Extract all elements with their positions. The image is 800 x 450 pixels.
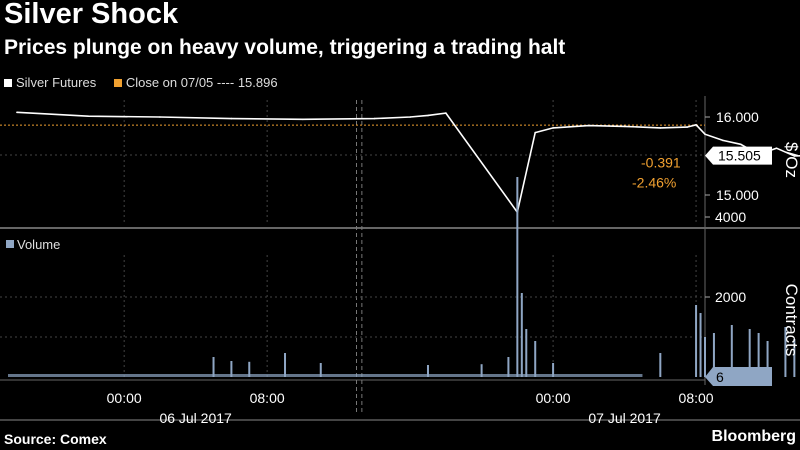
volume-bar [525, 329, 528, 377]
volume-bar [757, 333, 760, 377]
price-tick-label: 16.000 [716, 109, 759, 125]
volume-bar [516, 177, 519, 377]
price-point [16, 111, 18, 114]
volume-bar [659, 353, 662, 377]
price-legend: Silver Futures Close on 07/05 ---- 15.89… [4, 74, 278, 90]
volume-bar [784, 327, 787, 377]
volume-baseline-band [8, 374, 643, 377]
volume-bar [319, 363, 322, 377]
volume-bar [507, 357, 510, 377]
price-point [659, 127, 662, 129]
volume-bar [793, 339, 796, 377]
price-point [704, 133, 706, 135]
price-axis-label: $/Oz [782, 142, 800, 178]
price-point [775, 147, 778, 149]
price-point [445, 112, 447, 114]
date-label: 07 Jul 2017 [588, 410, 661, 426]
volume-bar [520, 293, 523, 377]
volume-tick-label: 4000 [715, 209, 746, 225]
price-point [87, 115, 90, 118]
price-point [739, 143, 742, 146]
volume-bar [480, 364, 483, 377]
price-point [534, 131, 537, 134]
price-tick-label: 15.000 [716, 187, 759, 203]
volume-axis-label: Contracts [782, 284, 800, 357]
silver-futures-line [16, 111, 800, 215]
price-point [722, 139, 724, 142]
last-price-label: 15.505 [718, 148, 761, 164]
price-point [623, 125, 626, 128]
volume-bar [426, 365, 429, 377]
close-line-swatch [113, 78, 122, 87]
volume-bar [212, 357, 215, 377]
volume-bar [284, 353, 287, 377]
volume-bar [534, 341, 537, 377]
price-point [409, 116, 411, 118]
price-change-pct-label: -2.46% [632, 175, 676, 191]
x-tick-label: 08:00 [679, 390, 714, 406]
price-point [427, 114, 429, 117]
silver-futures-swatch [4, 78, 12, 87]
price-change-label: -0.391 [641, 155, 681, 171]
price-point [302, 118, 304, 121]
last-volume-label: 6 [716, 369, 724, 385]
volume-bar [230, 361, 233, 377]
chart-title: Silver Shock [4, 0, 179, 30]
volume-tick-label: 2000 [715, 289, 746, 305]
price-point [159, 116, 161, 118]
volume-bar [712, 333, 715, 377]
price-point [793, 155, 796, 157]
volume-legend-swatch [6, 240, 14, 248]
volume-bar [552, 363, 555, 377]
price-point [686, 126, 688, 128]
legend-close: Close on 07/05 ---- 15.896 [125, 75, 278, 91]
x-tick-label: 00:00 [536, 390, 571, 406]
price-point [230, 117, 233, 120]
volume-bar [248, 361, 251, 377]
price-point [373, 117, 376, 120]
volume-bar [730, 325, 733, 377]
bloomberg-logo: Bloomberg [711, 428, 796, 445]
price-point [552, 127, 554, 129]
x-tick-label: 00:00 [107, 390, 142, 406]
price-point [588, 124, 590, 127]
volume-bar [699, 313, 702, 377]
volume-bar [766, 341, 769, 377]
volume-legend-label: Volume [17, 237, 60, 252]
volume-bar [748, 329, 751, 377]
volume-bar [704, 337, 706, 377]
last-volume-box [705, 367, 772, 386]
chart-subtitle: Prices plunge on heavy volume, triggerin… [4, 36, 566, 59]
date-label: 06 Jul 2017 [159, 410, 232, 426]
last-price-box [705, 146, 772, 165]
source-note: Source: Comex [4, 431, 107, 447]
x-tick-label: 08:00 [250, 390, 285, 406]
legend-silver-futures: Silver Futures [16, 75, 97, 91]
volume-bar [695, 305, 698, 377]
price-point [695, 124, 697, 126]
